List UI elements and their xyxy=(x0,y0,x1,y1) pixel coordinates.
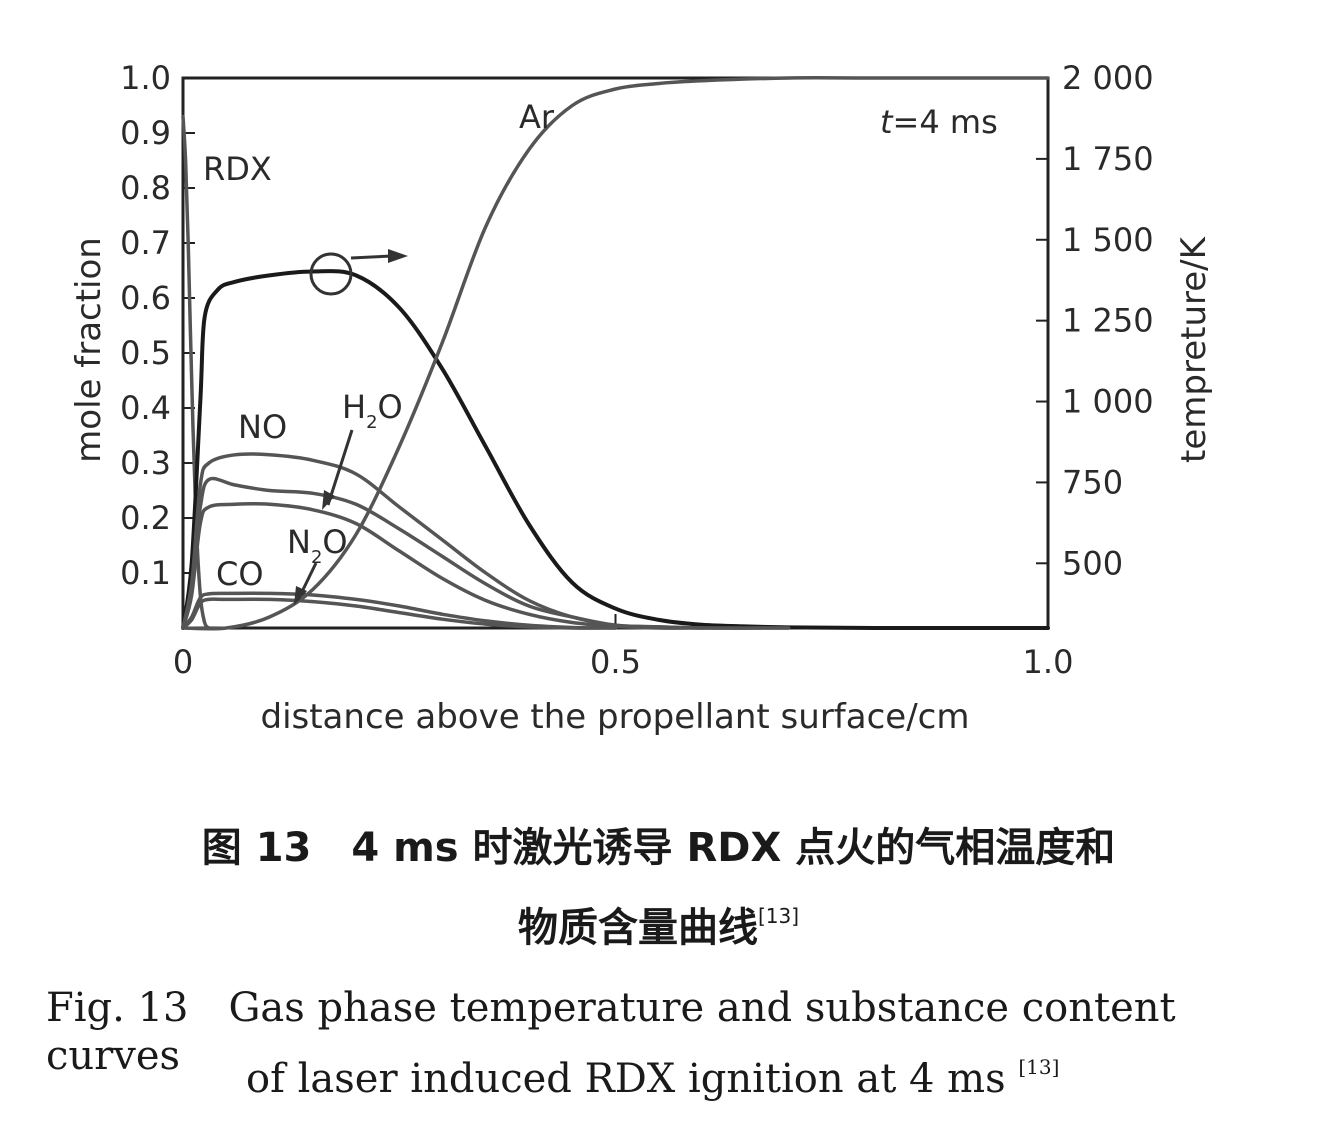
y-right-tick-label: 750 xyxy=(1062,463,1123,501)
y-left-tick-label: 0.7 xyxy=(120,224,171,262)
x-tick-label: 0.5 xyxy=(590,643,641,681)
x-axis-title: distance above the propellant surface/cm xyxy=(260,697,969,737)
y-left-tick-label: 0.8 xyxy=(120,169,171,207)
y-right-tick-label: 500 xyxy=(1062,544,1123,582)
series-line-h2o xyxy=(181,476,791,630)
label-co: CO xyxy=(216,555,264,593)
y-right-tick-label: 1 000 xyxy=(1062,383,1154,421)
caption-cn-line2: 物质含量曲线[13] xyxy=(0,895,1317,953)
y-right-tick-label: 1 250 xyxy=(1062,302,1154,340)
label-h2o: H2O xyxy=(342,388,403,433)
caption-en-line2-text: of laser induced RDX ignition at 4 ms xyxy=(246,1056,1006,1102)
n2o-pointer-arrow xyxy=(294,562,318,605)
caption-cn-line1: 图 13 4 ms 时激光诱导 RDX 点火的气相温度和 xyxy=(201,825,1116,871)
y-left-tick-label: 0.2 xyxy=(120,499,171,537)
label-ar: Ar xyxy=(519,98,555,136)
y-left-tick-label: 0.5 xyxy=(120,334,171,372)
series-line-rdx xyxy=(181,114,211,630)
caption-en-ref: [13] xyxy=(1018,1055,1060,1079)
series-line-unlabeled xyxy=(181,501,704,630)
series-line-temperature xyxy=(181,269,1050,631)
h2o-pointer-arrow xyxy=(322,429,354,510)
caption-cn-line2-text: 物质含量曲线 xyxy=(517,905,758,951)
plot-frame xyxy=(181,76,1050,630)
series-line-n2o xyxy=(181,597,618,630)
series-line-ar xyxy=(181,76,1050,631)
x-tick-label: 1.0 xyxy=(1023,643,1074,681)
caption-en-line1: Fig. 13 Gas phase temperature and substa… xyxy=(46,985,1176,1079)
label-rdx: RDX xyxy=(203,150,272,188)
y-axis-title-left: mole fraction xyxy=(69,237,109,463)
y-axis-title-right: tempreture/K xyxy=(1174,235,1214,463)
y-left-tick-label: 0.6 xyxy=(120,279,171,317)
temperature-axis-marker xyxy=(309,249,408,296)
y-left-tick-label: 1.0 xyxy=(120,59,171,97)
caption-cn-ref: [13] xyxy=(757,904,800,928)
y-left-tick-label: 0.4 xyxy=(120,389,171,427)
caption-en-line2: of laser induced RDX ignition at 4 ms [1… xyxy=(246,1055,1059,1102)
y-left-tick-label: 0.1 xyxy=(120,554,171,592)
y-left-tick-label: 0.3 xyxy=(120,444,171,482)
y-right-tick-label: 2 000 xyxy=(1062,59,1154,97)
y-right-tick-label: 1 500 xyxy=(1062,221,1154,259)
label-no: NO xyxy=(238,408,287,446)
chart: 0.1 0.2 0.3 0.4 0.5 0.6 0.7 0.8 0.9 1.0 500 750 1 0… xyxy=(69,59,1214,737)
time-annotation: t=4 ms xyxy=(880,103,998,141)
x-tick-label: 0 xyxy=(173,643,193,681)
y-left-tick-label: 0.9 xyxy=(120,114,171,152)
label-n2o: N2O xyxy=(287,523,348,568)
y-right-tick-label: 1 750 xyxy=(1062,140,1154,178)
